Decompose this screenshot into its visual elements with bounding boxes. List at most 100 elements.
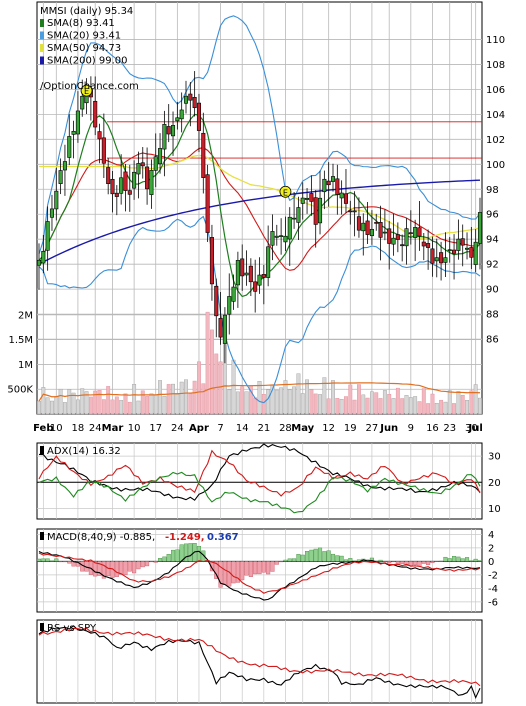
candle-body [356, 216, 361, 231]
candle-body [417, 227, 422, 237]
volume-tick-label: 500K [7, 385, 33, 396]
macd-histogram-bar [391, 561, 396, 563]
x-axis-label: 24 [171, 423, 184, 434]
indicator-tick-label: 30 [488, 452, 501, 463]
volume-bar [296, 373, 301, 415]
price-tick-label: 88 [486, 310, 499, 321]
volume-bar [41, 387, 46, 415]
candle-body [274, 235, 279, 238]
candle-body [287, 216, 292, 240]
volume-bar [214, 353, 219, 415]
volume-bar [88, 396, 93, 415]
candle-body [430, 248, 435, 264]
candle-body [209, 237, 214, 285]
macd-histogram-bar [158, 558, 163, 562]
macd-histogram-bar [473, 558, 478, 562]
indicator-title-swatch [40, 446, 44, 454]
volume-bar [171, 383, 175, 415]
volume-bar [218, 361, 223, 415]
volume-bar [465, 400, 469, 415]
indicator-title-swatch [40, 532, 44, 540]
macd-histogram-bar [413, 561, 418, 565]
macd-histogram-bar [477, 560, 483, 562]
candle-body [36, 259, 42, 266]
candle-body [222, 314, 227, 344]
volume-bar [257, 381, 262, 415]
legend-label: SMA(8) 93.41 [47, 18, 115, 29]
macd-histogram-bar [62, 561, 67, 563]
macd-histogram-bar [469, 560, 474, 562]
macd-histogram-value: 0.367 [207, 532, 239, 543]
macd-histogram-bar [149, 561, 154, 563]
volume-bar [344, 396, 348, 415]
candle-body [253, 281, 258, 292]
volume-bar [197, 361, 201, 415]
macd-histogram-bar [136, 561, 141, 570]
volume-bar [478, 397, 482, 415]
candle-body [400, 244, 405, 247]
candle-body [149, 170, 154, 195]
price-tick-label: 104 [486, 110, 505, 121]
macd-histogram-bar [175, 549, 180, 562]
sma200-line [38, 179, 481, 265]
x-axis-label: 14 [236, 423, 249, 434]
indicator-tick-label: -2 [488, 570, 498, 581]
volume-bar [279, 387, 284, 415]
candle-body [404, 228, 409, 247]
macd-histogram-bar [287, 558, 292, 562]
candle-body [426, 243, 431, 248]
candle-body [391, 237, 396, 245]
candle-body [175, 117, 180, 122]
candle-body [140, 162, 145, 167]
macd-histogram-bar [114, 561, 119, 577]
macd-histogram-bar [214, 561, 219, 579]
candle-body [240, 258, 245, 277]
candle-body [387, 228, 392, 244]
macd-histogram-bar [240, 561, 245, 581]
volume-bar [119, 400, 124, 415]
indicator-frame [36, 619, 483, 704]
bollinger-lower-band [38, 215, 481, 404]
candle-body [261, 274, 266, 278]
candle-body [313, 197, 318, 225]
macd-histogram-bar [41, 558, 46, 562]
candle-body [132, 171, 137, 189]
ticker-label: MMSI (daily) 95.34 [40, 6, 133, 17]
x-axis-label: 16 [426, 423, 439, 434]
candle-body [443, 257, 448, 263]
macd-histogram-bar [209, 561, 214, 572]
candle-body [45, 221, 50, 251]
candle-body [322, 178, 327, 193]
candle-body [75, 110, 80, 135]
volume-bar [58, 388, 63, 415]
volume-bar [110, 399, 115, 415]
price-tick-label: 98 [486, 185, 499, 196]
volume-bar [274, 389, 279, 415]
candle-body [477, 212, 483, 244]
candle-body [408, 232, 413, 234]
volume-bar [357, 384, 361, 415]
indicator-title: ADX(14) 16.32 [47, 446, 121, 457]
volume-bar [300, 393, 305, 415]
legend-label: SMA(20) 93.41 [47, 31, 121, 42]
candle-body [343, 193, 348, 204]
macd-histogram-bar [183, 543, 189, 562]
volume-bar [235, 391, 240, 415]
candle-body [227, 296, 232, 315]
x-axis-label: 17 [149, 423, 162, 434]
indicator-tick-label: -4 [488, 584, 498, 595]
macd-histogram-bar [292, 558, 297, 562]
macd-histogram-bar [248, 561, 253, 577]
volume-tick-label: 1M [18, 360, 33, 371]
macd-histogram-bar [235, 561, 240, 583]
price-tick-label: 86 [486, 335, 499, 346]
volume-bar [127, 401, 132, 415]
x-axis-label: Feb [33, 423, 53, 434]
volume-bar [205, 311, 210, 415]
candle-body [235, 260, 240, 286]
macd-histogram-bar [36, 558, 42, 562]
volume-bar [387, 394, 392, 415]
volume-bar [391, 398, 396, 415]
macd-histogram-bar [97, 561, 102, 576]
volume-bar [287, 389, 292, 415]
